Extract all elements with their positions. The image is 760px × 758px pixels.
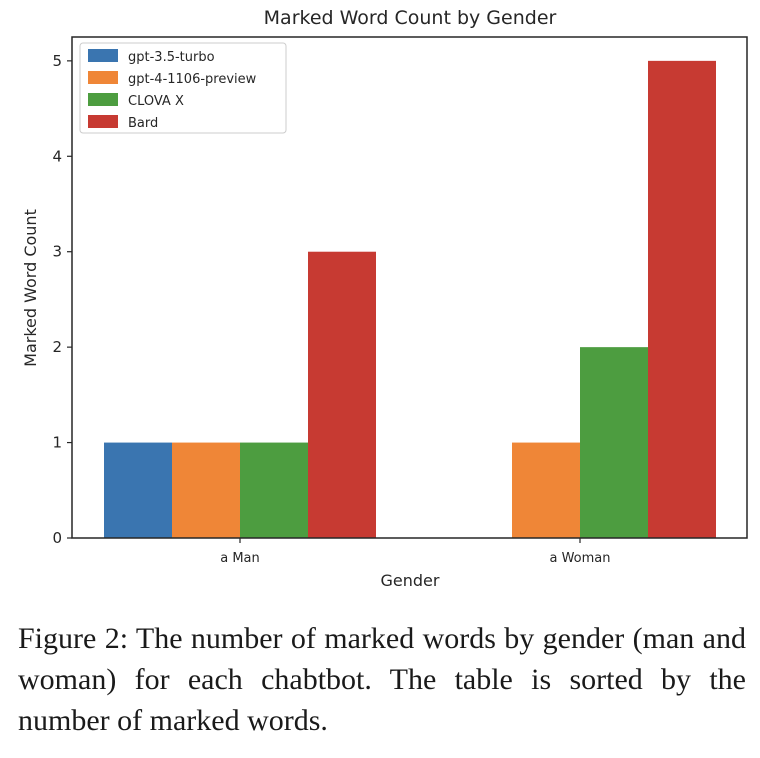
y-tick-label: 2	[52, 338, 62, 356]
bar-bard-a-woman	[648, 60, 716, 538]
legend-label: gpt-4-1106-preview	[128, 72, 257, 87]
x-axis: a Man a Woman	[220, 538, 611, 566]
figure-caption: Figure 2: The number of marked words by …	[18, 622, 746, 737]
y-tick-label: 5	[52, 52, 62, 70]
bar-clova-x-a-man	[240, 442, 308, 538]
legend-swatch	[88, 93, 118, 106]
bar-gpt-3-5-turbo-a-man	[104, 442, 172, 538]
bar-gpt-4-1106-preview-a-woman	[512, 442, 580, 538]
legend-label: gpt-3.5-turbo	[128, 50, 215, 65]
x-tick-label: a Woman	[549, 551, 610, 566]
legend-box	[79, 42, 287, 134]
x-axis-label: Gender	[381, 571, 440, 590]
y-axis: 0 1 2 3 4 5	[52, 52, 72, 547]
bar-gpt-4-1106-preview-a-man	[172, 442, 240, 538]
bars-group	[104, 60, 716, 538]
y-tick-label: 0	[52, 529, 62, 547]
legend-label: CLOVA X	[128, 94, 184, 109]
bar-chart: Marked Word Count by Gender 0 1 2 3 4 5 a Man…	[21, 7, 748, 590]
bar-clova-x-a-woman	[580, 347, 648, 538]
x-tick-label: a Man	[220, 551, 260, 566]
y-tick-label: 1	[52, 434, 62, 452]
legend: gpt-3.5-turbo gpt-4-1106-preview CLOVA X Ba…	[79, 42, 287, 134]
plot-frame	[71, 36, 748, 539]
legend-label: Bard	[128, 116, 158, 131]
bar-bard-a-man	[308, 251, 376, 538]
y-tick-label: 4	[52, 147, 62, 165]
y-axis-label: Marked Word Count	[21, 209, 40, 367]
legend-swatch	[88, 115, 118, 128]
y-tick-label: 3	[52, 243, 62, 261]
chart-title: Marked Word Count by Gender	[264, 7, 557, 29]
legend-swatch	[88, 49, 118, 62]
legend-swatch	[88, 71, 118, 84]
